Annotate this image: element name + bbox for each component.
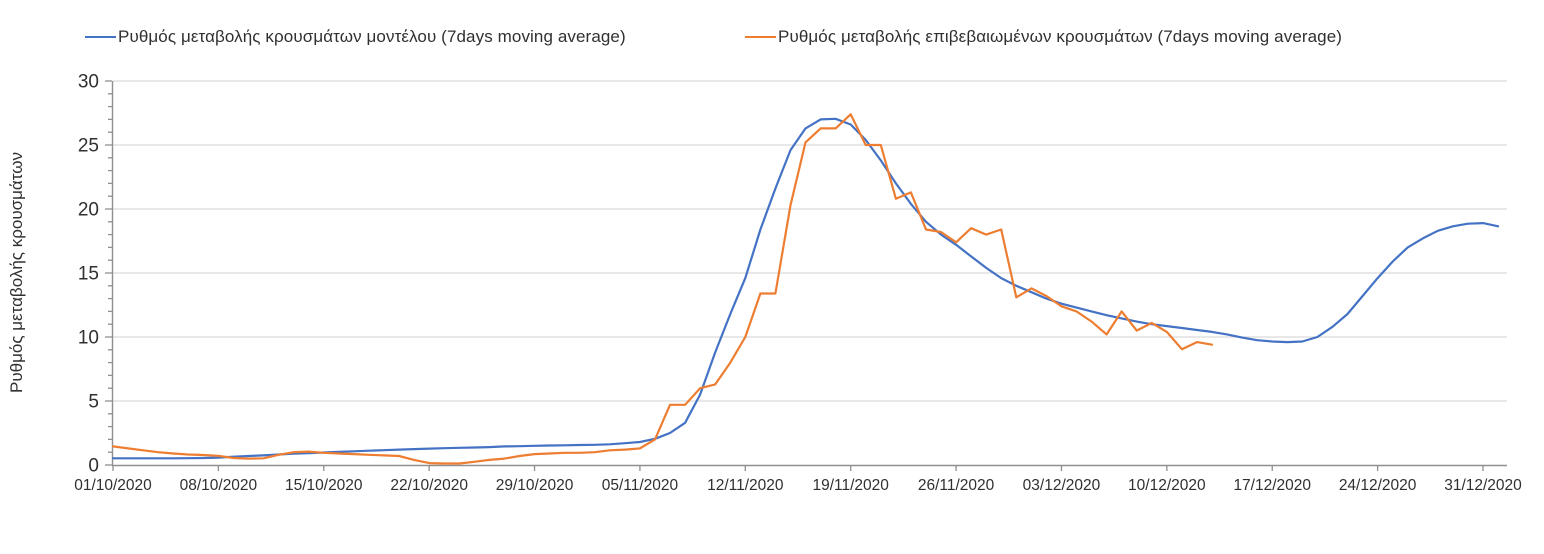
x-tick-label: 17/12/2020 <box>1233 477 1311 494</box>
y-axis-title: Ρυθμός μεταβολής κρουσμάτων <box>7 152 26 394</box>
x-tick-label: 22/10/2020 <box>390 477 468 494</box>
x-tick-label: 15/10/2020 <box>285 477 363 494</box>
legend-label-confirmed-series: Ρυθμός μεταβολής επιβεβαιωμένων κρουσμάτ… <box>778 27 1343 46</box>
x-tick-label: 31/12/2020 <box>1444 477 1522 494</box>
y-tick-label: 25 <box>78 136 99 157</box>
legend-line-icon-blue <box>85 35 116 39</box>
legend-label-model-series: Ρυθμός μεταβολής κρουσμάτων μοντέλου (7d… <box>118 27 626 46</box>
x-tick-label: 26/11/2020 <box>918 477 995 494</box>
x-tick-label: 19/11/2020 <box>812 477 889 494</box>
series-line-model <box>111 117 1500 460</box>
legend-line-icon-orange <box>745 35 776 39</box>
y-tick-label: 15 <box>78 264 99 285</box>
x-tick-label: 01/10/2020 <box>74 477 152 494</box>
x-tick-label: 08/10/2020 <box>180 477 258 494</box>
y-tick-label: 0 <box>88 456 99 477</box>
series-line-confirmed <box>111 113 1214 465</box>
legend-item-confirmed-series: Ρυθμός μεταβολής επιβεβαιωμένων κρουσμάτ… <box>745 26 1342 48</box>
legend: Ρυθμός μεταβολής κρουσμάτων μοντέλου (7d… <box>0 0 1544 56</box>
x-tick-label: 03/12/2020 <box>1023 477 1101 494</box>
y-tick-label: 5 <box>88 392 99 413</box>
x-tick-label: 29/10/2020 <box>496 477 574 494</box>
y-tick-label: 20 <box>78 200 99 221</box>
x-tick-label: 10/12/2020 <box>1128 477 1206 494</box>
x-tick-label: 12/11/2020 <box>707 477 784 494</box>
y-tick-label: 30 <box>78 72 99 93</box>
legend-item-model-series: Ρυθμός μεταβολής κρουσμάτων μοντέλου (7d… <box>85 26 626 48</box>
x-tick-label: 05/11/2020 <box>602 477 679 494</box>
y-tick-label: 10 <box>78 328 99 349</box>
x-tick-label: 24/12/2020 <box>1339 477 1417 494</box>
